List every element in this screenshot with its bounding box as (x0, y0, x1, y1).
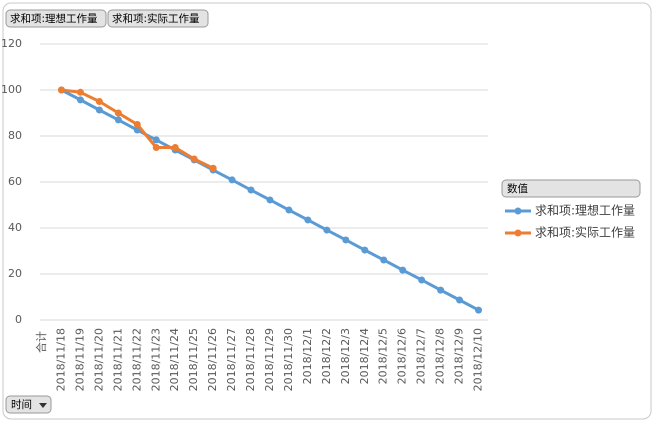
y-tick-label: 20 (8, 267, 22, 280)
data-point (190, 155, 198, 163)
x-tick-label: 2018/12/2 (320, 328, 333, 384)
data-point (285, 206, 293, 214)
axis-field-label: 时间 (11, 398, 32, 411)
x-tick-label: 2018/12/5 (377, 328, 390, 384)
data-point (342, 236, 350, 244)
legend-label: 求和项:实际工作量 (535, 225, 635, 240)
field-button-box (107, 9, 209, 28)
x-tick-label: 2018/11/24 (168, 328, 181, 391)
x-tick-label: 2018/11/21 (111, 328, 124, 391)
x-tick-label: 2018/11/25 (187, 328, 200, 391)
x-tick-label: 2018/12/3 (339, 328, 352, 384)
data-point (361, 246, 369, 254)
data-point (247, 186, 255, 194)
x-tick-label: 2018/12/7 (415, 328, 428, 384)
y-tick-label: 0 (15, 313, 22, 326)
x-tick-label: 2018/12/4 (358, 328, 371, 384)
y-tick-label: 120 (1, 37, 22, 50)
x-tick-label: 2018/11/30 (282, 328, 295, 391)
legend-marker (514, 229, 522, 237)
y-tick-label: 60 (8, 175, 22, 188)
field-button-label: 求和项:实际工作量 (112, 12, 200, 25)
field-button-box (5, 9, 107, 28)
y-tick-label: 100 (1, 83, 22, 96)
data-point (475, 306, 483, 314)
y-tick-label: 80 (8, 129, 22, 142)
data-point (209, 164, 217, 172)
x-tick-label: 2018/11/27 (225, 328, 238, 391)
data-point (57, 86, 65, 94)
data-point (95, 106, 103, 114)
data-point (418, 276, 426, 284)
field-button[interactable]: 求和项:实际工作量 (107, 9, 209, 28)
x-tick-label: 2018/11/23 (149, 328, 162, 391)
axis-field-box (5, 395, 52, 414)
legend-marker (514, 207, 522, 215)
field-button[interactable]: 求和项:理想工作量 (5, 9, 107, 28)
data-point (399, 266, 407, 274)
y-tick-label: 40 (8, 221, 22, 234)
x-tick-label: 2018/11/18 (54, 328, 67, 391)
x-tick-label: 2018/11/28 (244, 328, 257, 391)
x-tick-label: 2018/11/20 (92, 328, 105, 391)
data-point (456, 296, 464, 304)
data-point (228, 176, 236, 184)
axis-field-button[interactable]: 时间 (5, 395, 52, 414)
data-point (76, 88, 84, 96)
data-point (152, 136, 160, 144)
chart-frame (2, 2, 652, 420)
x-tick-label: 2018/12/10 (472, 328, 485, 391)
field-button-label: 求和项:理想工作量 (10, 12, 98, 25)
legend-title: 数值 (507, 182, 528, 195)
data-point (152, 144, 160, 151)
x-tick-label: 2018/11/19 (73, 328, 86, 391)
data-point (76, 96, 84, 104)
x-tick-label: 2018/12/8 (434, 328, 447, 384)
legend-title-button[interactable]: 数值 (501, 179, 641, 198)
x-tick-label: 2018/12/6 (396, 328, 409, 384)
x-tick-label: 2018/11/29 (263, 328, 276, 391)
legend-title-box (501, 179, 641, 198)
legend-label: 求和项:理想工作量 (535, 203, 635, 218)
x-tick-label: 2018/11/22 (130, 328, 143, 391)
dropdown-arrow (39, 403, 47, 408)
x-axis-title: 合计 (34, 331, 48, 353)
data-point (114, 109, 122, 117)
x-tick-label: 2018/11/26 (206, 328, 219, 391)
data-point (323, 226, 331, 234)
data-point (114, 116, 122, 124)
data-point (133, 121, 141, 128)
x-tick-label: 2018/12/1 (301, 328, 314, 384)
data-point (95, 98, 103, 105)
data-point (380, 256, 388, 264)
data-point (171, 144, 179, 151)
data-point (266, 196, 274, 204)
x-tick-label: 2018/12/9 (453, 328, 466, 384)
data-point (437, 286, 445, 294)
data-point (304, 216, 312, 224)
